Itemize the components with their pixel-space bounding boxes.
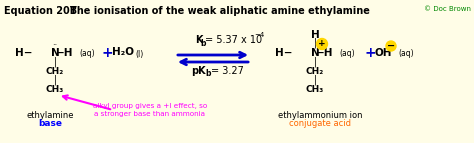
Text: N: N — [310, 48, 319, 58]
Text: |: | — [313, 57, 317, 67]
Text: H₂O: H₂O — [112, 47, 134, 57]
Text: pK: pK — [191, 66, 206, 76]
Text: CH₂: CH₂ — [306, 66, 324, 76]
Text: |: | — [54, 57, 56, 67]
Circle shape — [386, 41, 396, 51]
Text: N: N — [51, 48, 59, 58]
Text: |: | — [313, 75, 317, 85]
Text: = 5.37 x 10: = 5.37 x 10 — [205, 35, 262, 45]
Text: −: − — [387, 41, 395, 51]
Circle shape — [317, 38, 328, 49]
Text: Equation 20B: Equation 20B — [4, 6, 77, 16]
Text: The ionisation of the weak aliphatic amine ethylamine: The ionisation of the weak aliphatic ami… — [70, 6, 370, 16]
Text: CH₃: CH₃ — [306, 85, 324, 94]
Text: H−: H− — [16, 48, 33, 58]
Text: H: H — [310, 30, 319, 40]
Text: © Doc Brown: © Doc Brown — [424, 6, 471, 12]
Text: alkyl group gives a +I effect, so
a stronger base than ammonia: alkyl group gives a +I effect, so a stro… — [93, 103, 207, 117]
Text: b: b — [200, 38, 206, 47]
Text: H−: H− — [275, 48, 293, 58]
Text: (aq): (aq) — [398, 48, 414, 57]
Text: CH₂: CH₂ — [46, 66, 64, 76]
Text: ··: ·· — [52, 41, 58, 50]
Text: |: | — [54, 75, 56, 85]
Text: = 3.27: = 3.27 — [211, 66, 244, 76]
Text: ethylamine: ethylamine — [26, 111, 74, 120]
Text: −H: −H — [316, 48, 334, 58]
Text: +: + — [318, 39, 326, 48]
Text: b: b — [205, 69, 210, 79]
Text: base: base — [38, 119, 62, 128]
Text: +: + — [364, 46, 376, 60]
Text: +: + — [101, 46, 113, 60]
Text: (aq): (aq) — [79, 48, 95, 57]
Text: K: K — [195, 35, 202, 45]
Text: −4: −4 — [254, 32, 264, 38]
Text: |: | — [313, 38, 317, 48]
Text: CH₃: CH₃ — [46, 85, 64, 94]
Text: (aq): (aq) — [339, 48, 355, 57]
Text: (l): (l) — [135, 50, 143, 59]
Text: conjugate acid: conjugate acid — [289, 119, 351, 128]
Text: −H: −H — [56, 48, 73, 58]
Text: ethylammonium ion: ethylammonium ion — [278, 111, 362, 120]
Text: OH: OH — [374, 48, 392, 58]
